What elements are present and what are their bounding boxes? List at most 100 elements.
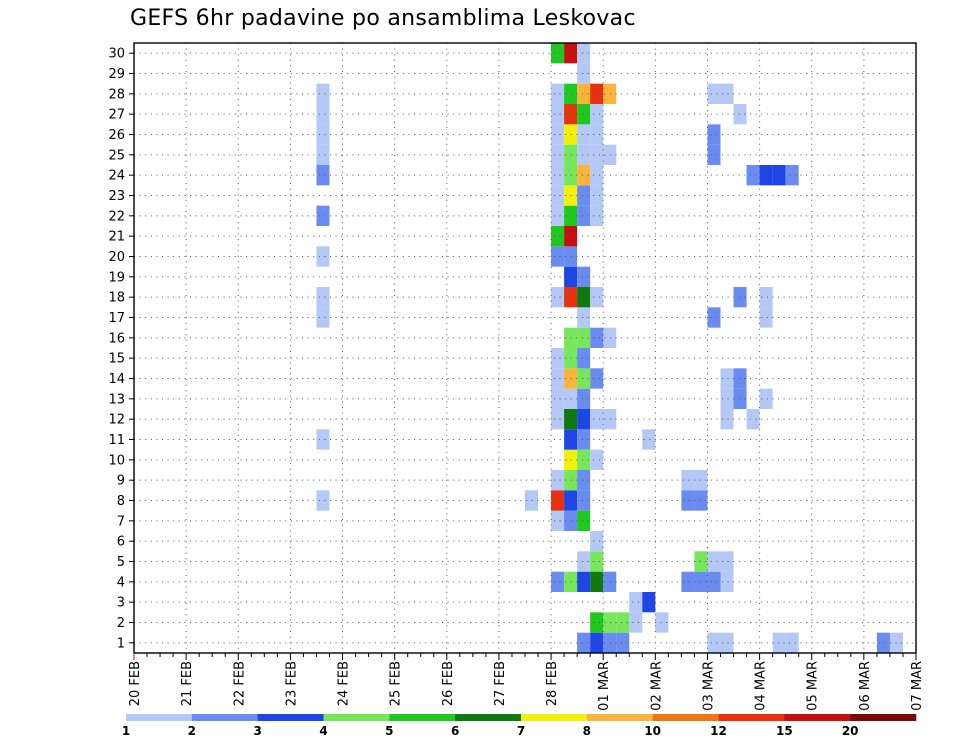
- x-tick-label: 06 MAR: [858, 661, 873, 711]
- plot-frame: [133, 42, 917, 654]
- colorbar-label: 1: [122, 724, 130, 738]
- x-tick-label: 20 FEB: [128, 661, 143, 706]
- y-tick-label: 19: [108, 270, 125, 285]
- heatmap-cell: [577, 429, 591, 450]
- heatmap-cell: [564, 490, 578, 511]
- heatmap-cell: [694, 490, 708, 511]
- colorbar-swatch: [323, 714, 390, 721]
- heatmap-cell: [577, 83, 591, 104]
- heatmap-cell: [720, 571, 734, 592]
- x-tick-label: 24 FEB: [337, 661, 352, 706]
- heatmap-cell: [564, 510, 578, 531]
- heatmap-cell: [590, 124, 604, 145]
- heatmap-cell: [616, 632, 630, 653]
- colorbar-swatch: [521, 714, 588, 721]
- y-tick-label: 17: [108, 311, 125, 326]
- colorbar-label: 12: [710, 724, 727, 738]
- y-tick-label: 8: [117, 494, 125, 509]
- heatmap-cell: [629, 592, 643, 613]
- heatmap-cell: [577, 368, 591, 389]
- heatmap-cell: [616, 612, 630, 633]
- colorbar-swatch: [389, 714, 456, 721]
- x-tick-label: 27 FEB: [493, 661, 508, 706]
- heatmap-cell: [564, 185, 578, 206]
- y-tick-label: 4: [117, 575, 125, 590]
- chart-title: GEFS 6hr padavine po ansamblima Leskovac: [130, 6, 636, 31]
- colorbar-swatch: [126, 714, 193, 721]
- heatmap-cell: [746, 409, 760, 430]
- heatmap-cell: [564, 348, 578, 369]
- heatmap-cell: [577, 348, 591, 369]
- x-tick-label: 25 FEB: [389, 661, 404, 706]
- colorbar-swatch: [257, 714, 324, 721]
- heatmap-cell: [590, 287, 604, 308]
- y-tick-label: 7: [117, 514, 125, 529]
- heatmap-cell: [785, 165, 799, 186]
- heatmap-cell: [316, 205, 330, 226]
- heatmap-cell: [707, 144, 721, 165]
- colorbar-swatch: [455, 714, 522, 721]
- heatmap-cell: [564, 144, 578, 165]
- heatmap-cell: [564, 165, 578, 186]
- heatmap-cell: [759, 287, 773, 308]
- heatmap-cell: [577, 470, 591, 491]
- heatmap-cell: [316, 490, 330, 511]
- heatmap-cell: [577, 185, 591, 206]
- heatmap-cell: [785, 632, 799, 653]
- y-tick-label: 27: [108, 108, 125, 123]
- colorbar-swatch: [784, 714, 851, 721]
- heatmap-cell: [681, 470, 695, 491]
- x-tick-label: 28 FEB: [545, 661, 560, 706]
- heatmap-cell: [577, 409, 591, 430]
- heatmap-cell: [564, 205, 578, 226]
- heatmap-cell: [590, 185, 604, 206]
- colorbar-label: 10: [644, 724, 661, 738]
- heatmap-cell: [316, 246, 330, 267]
- heatmap-cell: [577, 510, 591, 531]
- y-tick-label: 9: [117, 474, 125, 489]
- heatmap-cell: [603, 612, 617, 633]
- y-tick-label: 26: [108, 128, 125, 143]
- heatmap-cell: [577, 43, 591, 64]
- colorbar-label: 15: [776, 724, 793, 738]
- y-tick-label: 15: [108, 352, 125, 367]
- heatmap-cell: [551, 246, 565, 267]
- heatmap-cell: [759, 307, 773, 328]
- heatmap-cell: [564, 104, 578, 125]
- y-tick-label: 25: [108, 148, 125, 163]
- colorbar-swatch: [718, 714, 785, 721]
- x-tick-label: 03 MAR: [702, 661, 717, 711]
- heatmap-cell: [707, 83, 721, 104]
- heatmap-cell: [590, 409, 604, 430]
- y-tick-label: 13: [108, 392, 125, 407]
- heatmap-cell: [551, 388, 565, 409]
- y-tick-label: 24: [108, 169, 125, 184]
- heatmap-cell: [603, 327, 617, 348]
- heatmap-cell: [551, 409, 565, 430]
- heatmap-cell: [590, 612, 604, 633]
- y-tick-label: 11: [108, 433, 125, 448]
- heatmap-cell: [603, 144, 617, 165]
- heatmap-cell: [551, 165, 565, 186]
- heatmap-cell: [655, 612, 669, 633]
- heatmap-cell: [577, 571, 591, 592]
- heatmap-cell: [577, 205, 591, 226]
- heatmap-cell: [551, 185, 565, 206]
- y-tick-label: 21: [108, 230, 125, 245]
- heatmap-cell: [316, 144, 330, 165]
- heatmap-cell: [551, 368, 565, 389]
- heatmap-cell: [694, 551, 708, 572]
- heatmap-cell: [629, 612, 643, 633]
- heatmap-cell: [733, 287, 747, 308]
- heatmap-cell: [733, 388, 747, 409]
- y-tick-label: 12: [108, 413, 125, 428]
- heatmap-cell: [759, 165, 773, 186]
- heatmap-cell: [720, 83, 734, 104]
- heatmap-cell: [551, 104, 565, 125]
- heatmap-cell: [551, 571, 565, 592]
- heatmap-cell: [720, 388, 734, 409]
- y-tick-label: 6: [117, 535, 125, 550]
- heatmap-cell: [577, 388, 591, 409]
- colorbar-label: 6: [451, 724, 459, 738]
- heatmap-cell: [694, 470, 708, 491]
